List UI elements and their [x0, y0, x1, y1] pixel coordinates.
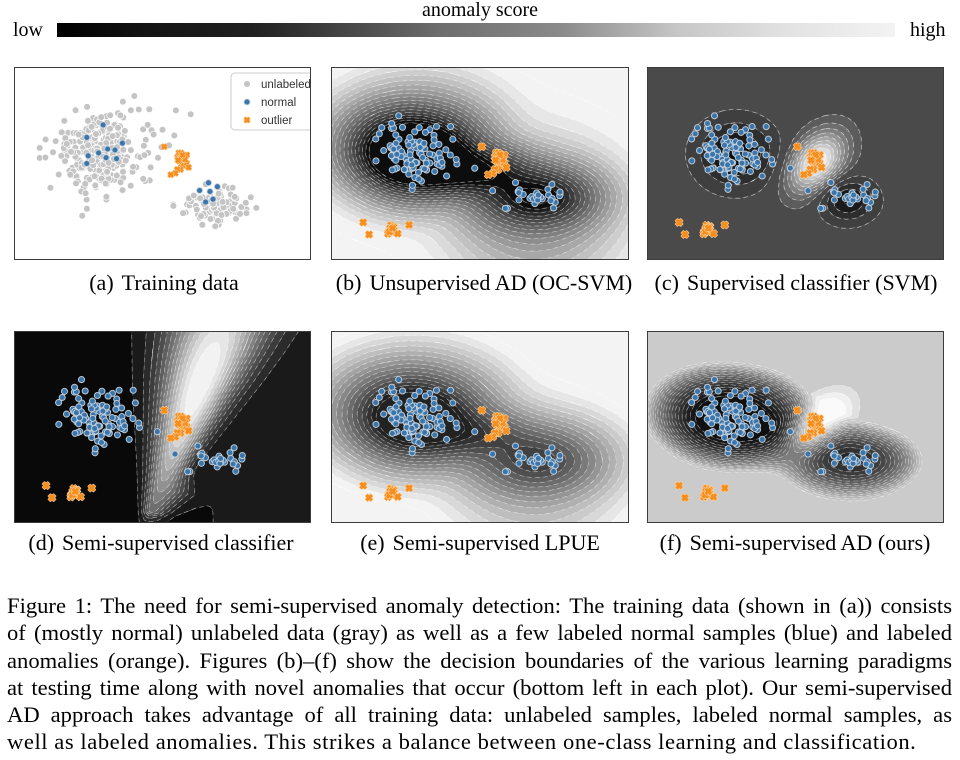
svg-text:outlier: outlier	[261, 115, 292, 127]
svg-text:unlabeled: unlabeled	[261, 79, 311, 91]
svg-text:normal: normal	[261, 97, 296, 109]
